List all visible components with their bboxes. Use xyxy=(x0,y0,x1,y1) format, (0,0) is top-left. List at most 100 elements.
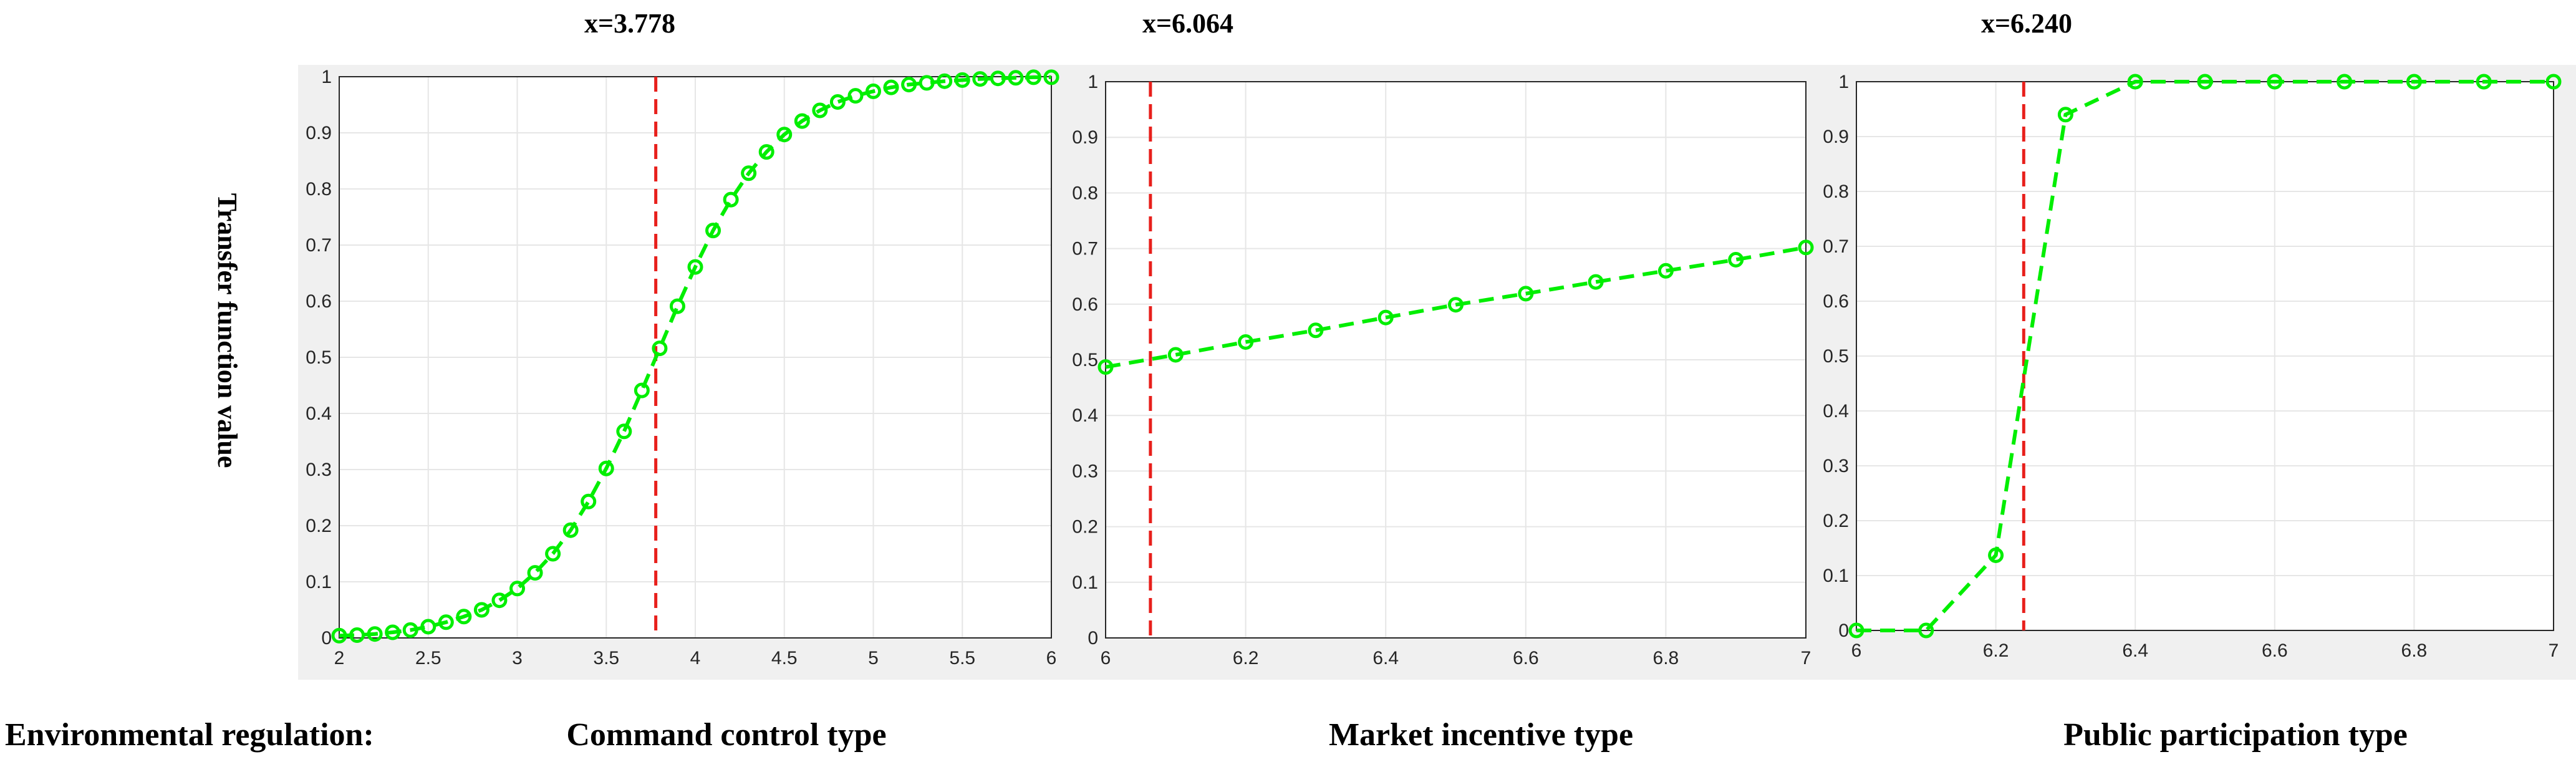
data-point xyxy=(687,259,703,275)
data-point xyxy=(741,165,757,181)
data-point xyxy=(847,88,864,104)
data-point xyxy=(2197,74,2213,90)
y-tick-label: 0.5 xyxy=(1823,346,1849,367)
x-tick-label: 5.5 xyxy=(949,648,975,668)
footer-label-public-participation: Public participation type xyxy=(2063,717,2408,753)
y-tick-label: 0.7 xyxy=(306,235,332,256)
data-point xyxy=(829,94,846,110)
x-tick-label: 3 xyxy=(512,648,523,668)
data-point xyxy=(562,522,579,538)
data-point xyxy=(545,546,561,562)
data-point xyxy=(990,70,1006,87)
data-point xyxy=(758,144,774,160)
y-tick-label: 0.3 xyxy=(1823,456,1849,476)
data-point xyxy=(1728,251,1744,268)
footer-lead-label: Environmental regulation: xyxy=(5,717,374,753)
axes-frame xyxy=(339,76,1052,639)
y-tick-label: 0.9 xyxy=(306,123,332,143)
y-tick-label: 0.1 xyxy=(1072,572,1098,593)
data-point xyxy=(473,602,490,618)
y-tick-label: 0.2 xyxy=(1823,511,1849,531)
data-point xyxy=(776,127,793,143)
data-point xyxy=(1657,263,1674,279)
footer-label-market-incentive: Market incentive type xyxy=(1329,717,1633,753)
y-tick-label: 0.1 xyxy=(306,572,332,592)
data-point xyxy=(367,626,383,642)
data-point xyxy=(652,340,668,357)
series-line xyxy=(1856,80,2554,632)
y-tick-label: 0.1 xyxy=(1823,566,1849,586)
y-tick-label: 1 xyxy=(1838,72,1849,92)
data-point xyxy=(866,83,881,99)
x-tick-label: 6 xyxy=(1046,648,1057,668)
data-point xyxy=(1918,622,1934,639)
y-tick-label: 0.5 xyxy=(1072,350,1098,370)
data-point xyxy=(2406,74,2422,90)
data-point xyxy=(1848,622,1864,639)
x-tick-label: 6.8 xyxy=(2401,640,2428,661)
data-point xyxy=(527,565,543,581)
data-point xyxy=(937,73,953,89)
y-tick-label: 0.4 xyxy=(1072,405,1098,426)
data-point xyxy=(1448,297,1464,313)
data-point xyxy=(509,581,525,597)
x-tick-label: 2 xyxy=(334,648,345,668)
x-tick-label: 7 xyxy=(1801,648,1811,668)
x-tick-label: 2.5 xyxy=(415,648,441,668)
data-point xyxy=(598,460,614,476)
y-tick-label: 1 xyxy=(321,67,332,87)
x-tick-label: 4.5 xyxy=(771,648,798,668)
y-tick-label: 0.6 xyxy=(306,291,332,312)
y-tick-label: 0.6 xyxy=(1823,291,1849,312)
subplot-title-1: x=3.778 xyxy=(584,8,675,39)
subplot-public-participation: 6 6.2 6.4 6.6 6.8 7 0 0.1 0.2 0.3 0.4 0.5 0.6 0.7 0.8 0… xyxy=(1823,72,2562,661)
data-point xyxy=(1025,69,1041,85)
subplot-title-3: x=6.240 xyxy=(1981,8,2072,39)
data-point xyxy=(331,627,347,644)
data-point xyxy=(2127,74,2143,90)
x-tick-label: 6.6 xyxy=(2262,640,2288,661)
data-point xyxy=(2267,74,2283,90)
data-point xyxy=(616,423,632,440)
data-point xyxy=(705,223,721,239)
data-point xyxy=(669,298,685,314)
data-point xyxy=(634,382,650,398)
y-tick-label: 0 xyxy=(1838,620,1849,641)
footer-label-command-control: Command control type xyxy=(566,717,886,753)
data-point xyxy=(402,622,418,638)
data-point xyxy=(1798,239,1814,256)
x-tick-label: 6.2 xyxy=(1233,648,1259,668)
y-tick-label: 0.8 xyxy=(306,179,332,200)
data-point xyxy=(456,609,472,625)
y-tick-label: 0.7 xyxy=(1072,239,1098,259)
y-tick-label: 0.4 xyxy=(306,403,332,424)
x-tick-label: 4 xyxy=(690,648,701,668)
data-point xyxy=(1308,322,1324,339)
data-point xyxy=(2337,74,2353,90)
y-tick-label: 0.3 xyxy=(306,460,332,480)
y-tick-label: 0.8 xyxy=(1072,183,1098,203)
y-tick-label: 0.5 xyxy=(306,347,332,368)
data-point xyxy=(723,191,739,208)
data-point xyxy=(1008,70,1024,86)
y-tick-label: 0 xyxy=(1088,628,1098,649)
data-point xyxy=(1588,274,1604,290)
data-point xyxy=(1167,347,1184,363)
y-tick-label: 0.9 xyxy=(1072,127,1098,148)
data-point xyxy=(1043,69,1059,85)
y-tick-label: 0.7 xyxy=(1823,236,1849,257)
data-point xyxy=(919,75,935,91)
data-point xyxy=(2545,74,2562,90)
x-tick-label: 6.8 xyxy=(1653,648,1679,668)
data-point xyxy=(1097,359,1114,375)
y-tick-label: 0.2 xyxy=(306,516,332,536)
data-point xyxy=(385,624,401,640)
data-point xyxy=(883,79,899,95)
y-tick-label: 0.2 xyxy=(1072,517,1098,538)
data-point xyxy=(438,614,454,630)
x-tick-label: 6.6 xyxy=(1513,648,1539,668)
x-tick-label: 5 xyxy=(868,648,879,668)
x-tick-label: 6.2 xyxy=(1983,640,2009,661)
y-tick-label: 0.8 xyxy=(1823,181,1849,202)
